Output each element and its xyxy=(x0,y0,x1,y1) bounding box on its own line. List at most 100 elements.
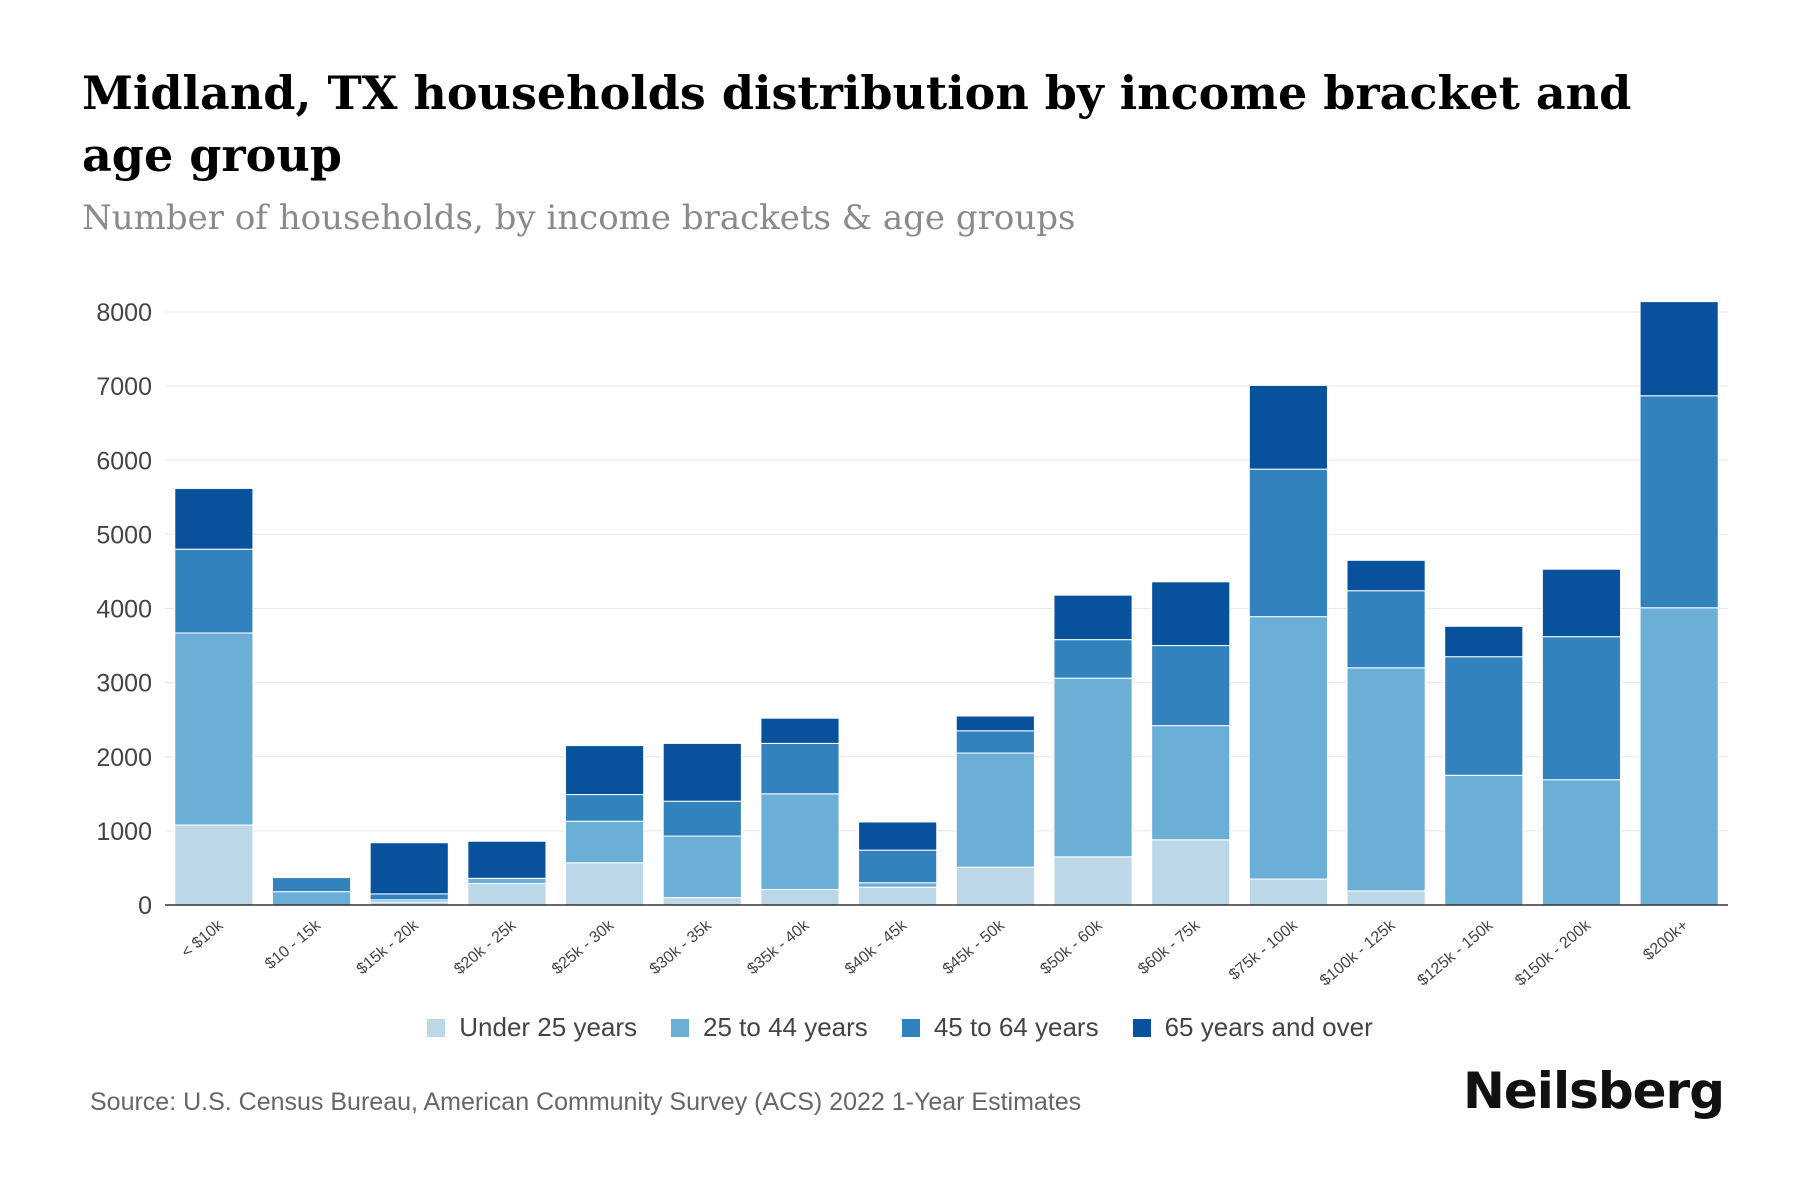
chart-title: Midland, TX households distribution by i… xyxy=(82,66,1632,182)
bar-segment-1[interactable] xyxy=(1151,839,1231,906)
bar-segment-4[interactable] xyxy=(1151,581,1231,647)
legend-label-under-25: Under 25 years xyxy=(459,1012,638,1042)
chart-subtitle: Number of households, by income brackets… xyxy=(82,198,1076,238)
bar-segment-4[interactable] xyxy=(1444,625,1524,658)
bar-segment-2[interactable] xyxy=(467,877,547,885)
y-tick-label: 1000 xyxy=(96,818,152,846)
y-tick-label: 4000 xyxy=(96,596,152,624)
bar-segment-4[interactable] xyxy=(1053,594,1133,641)
x-tick-label: $60k - 75k xyxy=(1135,916,1204,978)
y-tick-label: 7000 xyxy=(96,373,152,401)
bar-segment-1[interactable] xyxy=(955,866,1035,906)
x-tick-label: $100k - 125k xyxy=(1317,916,1400,989)
bar-segment-4[interactable] xyxy=(662,742,742,802)
x-tick-label: $125k - 150k xyxy=(1415,916,1498,989)
legend-item-45-to-64[interactable]: 45 to 64 years xyxy=(901,1012,1099,1043)
x-tick-label: $50k - 60k xyxy=(1037,916,1106,978)
source-note: Source: U.S. Census Bureau, American Com… xyxy=(90,1088,1082,1116)
bar-segment-2[interactable] xyxy=(1541,779,1622,906)
bar-segment-4[interactable] xyxy=(565,745,645,796)
bar-segment-4[interactable] xyxy=(858,821,938,851)
bar-segment-1[interactable] xyxy=(1053,856,1133,906)
bar-segment-1[interactable] xyxy=(760,888,840,906)
bar-segment-3[interactable] xyxy=(174,548,254,634)
y-tick-label: 5000 xyxy=(96,521,152,549)
bar-segment-4[interactable] xyxy=(1346,559,1426,592)
bar-segment-4[interactable] xyxy=(369,842,449,895)
x-tick-label: $200k+ xyxy=(1640,917,1691,964)
bar-segment-2[interactable] xyxy=(955,752,1035,868)
x-tick-label: $150k - 200k xyxy=(1512,916,1595,989)
bar-segment-4[interactable] xyxy=(467,840,547,879)
bar-segment-3[interactable] xyxy=(858,849,938,884)
legend-item-65-plus[interactable]: 65 years and over xyxy=(1132,1012,1373,1043)
x-tick-label: $10 - 15k xyxy=(262,916,325,973)
bar-segment-4[interactable] xyxy=(1639,301,1719,397)
bar-segment-3[interactable] xyxy=(271,877,352,893)
legend-item-25-to-44[interactable]: 25 to 44 years xyxy=(671,1012,868,1043)
x-tick-label: $40k - 45k xyxy=(842,916,911,978)
y-tick-label: 0 xyxy=(138,892,152,920)
x-axis-ticks: < $10k $10 - 15k $15k - 20k $20k - 25k $25k … xyxy=(178,916,1691,989)
bar-segment-4[interactable] xyxy=(760,717,840,744)
x-tick-label: $25k - 30k xyxy=(549,916,618,978)
legend-item-under-25[interactable]: Under 25 years xyxy=(427,1012,637,1043)
bar-segment-3[interactable] xyxy=(369,893,449,901)
bar-segment-2[interactable] xyxy=(271,891,352,906)
bar-segment-2[interactable] xyxy=(1151,725,1231,841)
legend-swatch-25-to-44 xyxy=(671,1018,690,1037)
bar-segment-2[interactable] xyxy=(1346,667,1426,892)
x-tick-label: $15k - 20k xyxy=(354,916,423,978)
x-tick-label: $30k - 35k xyxy=(647,916,716,978)
x-tick-label: $20k - 25k xyxy=(451,916,520,978)
bar-segment-4[interactable] xyxy=(174,487,254,550)
bar-segment-2[interactable] xyxy=(662,835,742,899)
bar-segment-3[interactable] xyxy=(565,794,645,822)
legend-label-65-plus: 65 years and over xyxy=(1164,1012,1373,1042)
y-tick-label: 8000 xyxy=(96,299,152,327)
bar-segment-3[interactable] xyxy=(1541,636,1622,781)
bar-segment-2[interactable] xyxy=(1444,774,1524,906)
bar-segment-2[interactable] xyxy=(1053,677,1133,858)
bar-segment-2[interactable] xyxy=(565,820,645,864)
brand-logo: Neilsberg xyxy=(1463,1062,1725,1120)
bar-segment-2[interactable] xyxy=(858,882,938,888)
bar-segment-1[interactable] xyxy=(1346,890,1426,906)
bar-segment-4[interactable] xyxy=(1541,568,1622,638)
y-tick-label: 2000 xyxy=(96,744,152,772)
bar-segment-3[interactable] xyxy=(760,742,840,795)
bar-segment-2[interactable] xyxy=(1639,607,1719,906)
bar-segment-3[interactable] xyxy=(1346,590,1426,669)
bar-segment-1[interactable] xyxy=(662,897,742,906)
bar-segment-3[interactable] xyxy=(1053,639,1133,679)
legend: Under 25 years 25 to 44 years 45 to 64 y… xyxy=(0,1012,1800,1043)
bar-segment-2[interactable] xyxy=(1248,616,1328,880)
legend-swatch-65-plus xyxy=(1132,1018,1151,1037)
legend-label-25-to-44: 25 to 44 years xyxy=(703,1012,868,1042)
bar-segment-3[interactable] xyxy=(1639,395,1719,609)
bar-segment-3[interactable] xyxy=(1444,656,1524,776)
bar-segment-3[interactable] xyxy=(1248,468,1328,618)
bar-segment-4[interactable] xyxy=(955,715,1035,732)
bar-segment-1[interactable] xyxy=(1248,878,1328,906)
y-tick-label: 6000 xyxy=(96,447,152,475)
x-tick-label: $35k - 40k xyxy=(744,916,813,978)
bar-segment-3[interactable] xyxy=(1151,645,1231,727)
bar-segment-2[interactable] xyxy=(174,632,254,826)
legend-swatch-45-to-64 xyxy=(901,1018,920,1037)
y-axis-ticks: 0 1000 2000 3000 4000 5000 6000 7000 8000 xyxy=(96,299,152,920)
bar-segment-2[interactable] xyxy=(760,793,840,890)
x-tick-label: < $10k xyxy=(178,916,227,961)
bar-segment-3[interactable] xyxy=(662,800,742,837)
bar-segment-1[interactable] xyxy=(565,862,645,906)
bars xyxy=(174,301,1719,906)
bar-segment-1[interactable] xyxy=(467,883,547,906)
x-tick-label: $75k - 100k xyxy=(1226,916,1302,983)
legend-label-45-to-64: 45 to 64 years xyxy=(933,1012,1099,1042)
x-tick-label: $45k - 50k xyxy=(940,916,1009,978)
bar-segment-3[interactable] xyxy=(955,730,1035,754)
bar-segment-4[interactable] xyxy=(1248,384,1328,470)
bar-segment-1[interactable] xyxy=(174,824,254,906)
bar-segment-1[interactable] xyxy=(858,886,938,906)
